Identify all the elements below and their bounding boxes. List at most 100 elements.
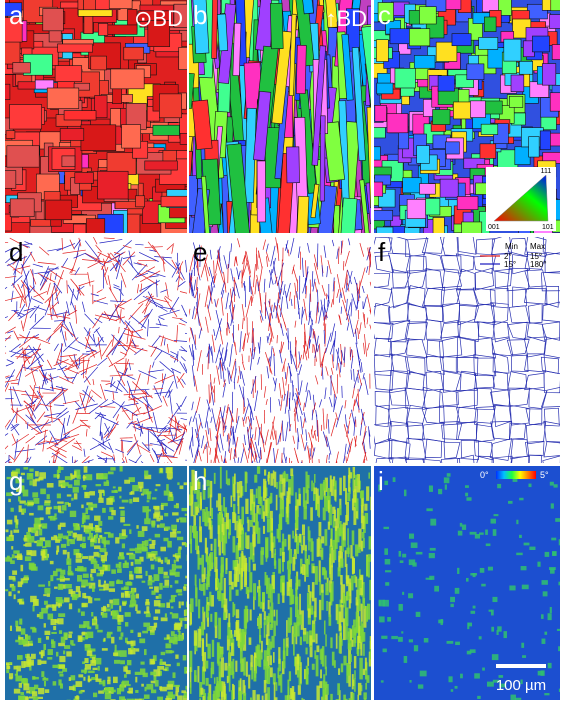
misorientation-spot: [29, 664, 32, 671]
boundary: [160, 289, 168, 293]
misorientation-spot: [146, 683, 154, 690]
boundary: [158, 335, 177, 343]
grain-boundary: [544, 252, 560, 274]
misorientation-spot: [345, 563, 348, 580]
misorientation-spot: [207, 511, 210, 523]
grain-boundary: [423, 386, 444, 409]
misorientation-spot: [75, 681, 83, 687]
boundary: [103, 426, 111, 436]
grain-boundary: [526, 322, 546, 342]
misorientation-spot: [32, 479, 37, 487]
misorientation-spot: [103, 481, 110, 486]
boundary: [44, 266, 59, 275]
boundary: [163, 338, 166, 346]
misorientation-spot: [357, 636, 360, 650]
misorientation-spot: [178, 631, 181, 638]
misorientation-spot: [243, 692, 247, 700]
misorientation-spot: [227, 478, 231, 486]
misorientation-spot: [121, 529, 126, 536]
boundary: [335, 451, 339, 463]
boundary: [315, 375, 319, 385]
boundary: [7, 263, 21, 274]
misorientation-spot: [150, 671, 157, 676]
boundary: [82, 459, 94, 463]
misorientation-spot: [80, 524, 86, 528]
grain: [80, 124, 117, 151]
misorientation-spot: [328, 614, 332, 626]
misorientation-spot: [302, 628, 307, 635]
misorientation-spot: [382, 648, 387, 653]
boundary: [294, 320, 297, 328]
boundary: [241, 260, 249, 279]
misorientation-spot: [497, 626, 502, 632]
boundary: [41, 372, 47, 389]
misorientation-spot: [314, 650, 317, 659]
misorientation-spot: [355, 498, 359, 520]
misorientation-spot: [276, 482, 278, 489]
misorientation-spot: [282, 478, 286, 496]
boundary: [136, 444, 151, 454]
misorientation-spot: [125, 534, 128, 538]
misorientation-spot: [43, 680, 47, 687]
boundary: [67, 345, 81, 352]
misorientation-spot: [325, 694, 328, 700]
boundary: [149, 443, 162, 446]
misorientation-spot: [286, 620, 288, 637]
misorientation-spot: [145, 512, 149, 519]
misorientation-spot: [240, 662, 243, 673]
misorientation-spot: [27, 535, 35, 543]
misorientation-spot: [177, 593, 183, 596]
boundary: [5, 375, 14, 379]
boundary: [84, 252, 105, 266]
misorientation-spot: [280, 673, 283, 693]
misorientation-spot: [174, 555, 181, 558]
boundary: [58, 376, 74, 384]
grain: [503, 38, 522, 62]
misorientation-spot: [367, 557, 370, 578]
boundary: [278, 304, 286, 328]
misorientation-spot: [249, 609, 252, 621]
misorientation-spot: [269, 655, 272, 666]
misorientation-spot: [270, 641, 272, 650]
boundary: [195, 307, 203, 331]
grain: [226, 143, 250, 233]
boundary: [100, 383, 106, 401]
boundary: [309, 390, 312, 401]
misorientation-spot: [228, 649, 231, 664]
grain: [322, 121, 345, 182]
misorientation-spot: [141, 545, 147, 551]
misorientation-spot: [246, 535, 250, 550]
misorientation-spot: [238, 527, 241, 548]
misorientation-spot: [261, 640, 263, 653]
misorientation-spot: [252, 563, 256, 571]
boundary: [11, 433, 30, 446]
boundary: [285, 366, 289, 386]
boundary: [237, 375, 240, 384]
misorientation-spot: [81, 579, 88, 587]
misorientation-spot: [82, 573, 89, 578]
misorientation-spot: [204, 660, 209, 669]
boundary: [172, 369, 178, 389]
grain-boundary: [374, 273, 391, 289]
boundary: [327, 260, 332, 275]
boundary: [147, 319, 149, 337]
misorientation-spot: [64, 476, 72, 480]
boundary: [31, 421, 53, 430]
misorientation-spot: [322, 680, 326, 699]
boundary: [324, 323, 327, 347]
boundary: [20, 320, 24, 332]
misorientation-spot: [298, 666, 302, 686]
misorientation-spot: [10, 560, 15, 564]
boundary: [60, 354, 77, 358]
misorientation-spot: [57, 505, 62, 513]
boundary: [228, 251, 231, 269]
misorientation-spot: [220, 657, 224, 678]
misorientation-spot: [205, 633, 208, 647]
misorientation-spot: [308, 540, 310, 551]
boundary: [359, 413, 364, 436]
boundary: [229, 448, 232, 461]
grain: [112, 87, 122, 105]
misorientation-spot: [27, 527, 34, 532]
misorientation-spot: [144, 540, 149, 547]
boundary: [343, 424, 351, 445]
